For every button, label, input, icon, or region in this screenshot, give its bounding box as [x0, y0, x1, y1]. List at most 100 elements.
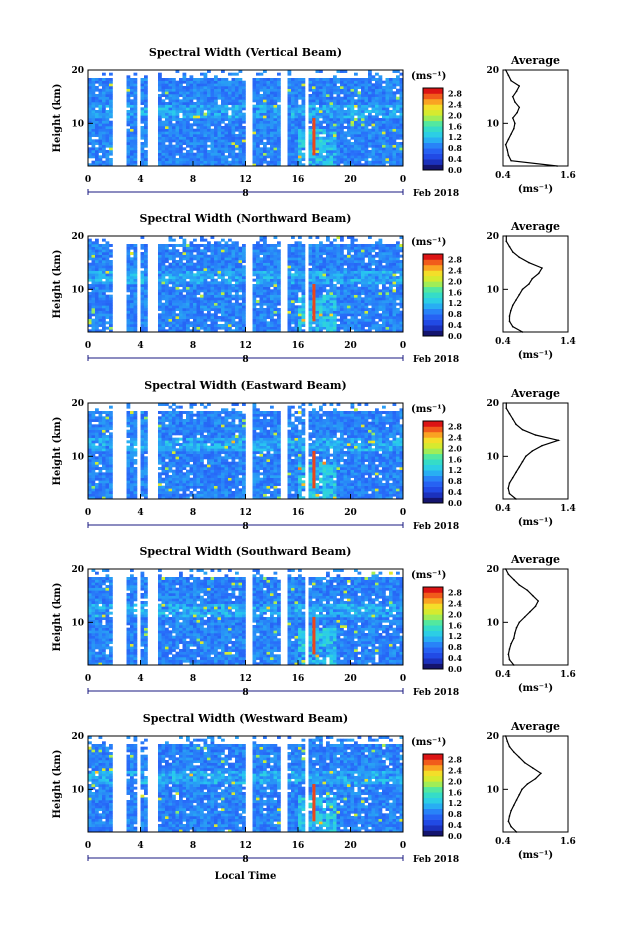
heatmap-cell: [312, 86, 316, 89]
heatmap-cell: [238, 120, 243, 124]
heatmap-cell: [389, 123, 393, 127]
heatmap-cell: [266, 321, 271, 325]
heatmap-cell: [392, 246, 397, 250]
heatmap-cell: [109, 147, 113, 151]
heatmap-cell: [315, 292, 320, 295]
heatmap-cell: [203, 158, 208, 161]
heatmap-cell: [182, 72, 187, 76]
heatmap-cell: [396, 83, 400, 87]
heatmap-cell: [130, 257, 134, 261]
heatmap-cell: [298, 160, 302, 164]
heatmap-cell: [140, 260, 145, 263]
heatmap-cell: [368, 155, 372, 159]
heatmap-cell: [214, 284, 218, 287]
heatmap-cell: [291, 289, 295, 293]
heatmap-cell: [357, 78, 362, 81]
heatmap-cell: [165, 292, 169, 295]
heatmap-cell: [105, 120, 110, 124]
heatmap-cell: [301, 262, 306, 266]
heatmap-cell: [350, 86, 355, 89]
heatmap-cell: [385, 249, 390, 253]
heatmap-cell: [378, 120, 383, 124]
heatmap-cell: [126, 321, 131, 325]
heatmap-cell: [182, 139, 187, 143]
heatmap-cell: [347, 254, 351, 258]
heatmap-cell: [301, 244, 306, 247]
heatmap-cell: [168, 324, 173, 327]
heatmap-cell: [140, 134, 145, 137]
heatmap-cell: [364, 244, 369, 247]
heatmap-cell: [130, 297, 134, 301]
heatmap-cell: [182, 318, 187, 322]
heatmap-cell: [399, 326, 404, 330]
heatmap-cell: [91, 252, 96, 255]
heatmap-cell: [392, 126, 397, 129]
heatmap-cell: [165, 265, 169, 269]
heatmap-cell: [364, 150, 369, 153]
heatmap-cell: [179, 94, 183, 97]
heatmap-cell: [98, 300, 103, 303]
heatmap-cell: [291, 112, 295, 116]
heatmap-cell: [259, 265, 264, 269]
heatmap-cell: [126, 96, 131, 100]
heatmap-cell: [291, 316, 295, 319]
heatmap-cell: [392, 289, 397, 293]
heatmap-cell: [329, 147, 334, 151]
heatmap-cell: [210, 118, 215, 121]
heatmap-cell: [270, 91, 274, 95]
heatmap-cell: [270, 118, 274, 121]
heatmap-cell: [270, 308, 274, 311]
heatmap-cell: [270, 110, 274, 113]
heatmap-cell: [389, 152, 393, 156]
heatmap-cell: [175, 297, 180, 301]
heatmap-cell: [179, 158, 183, 161]
heatmap-cell: [347, 257, 351, 261]
heatmap-cell: [95, 284, 99, 287]
heatmap-cell: [266, 300, 271, 303]
heatmap-cell: [186, 257, 190, 261]
heatmap-cell: [130, 86, 134, 89]
heatmap-cell: [95, 126, 99, 129]
heatmap-cell: [343, 94, 348, 97]
heatmap-cell: [378, 160, 383, 164]
heatmap-cell: [329, 134, 334, 137]
heatmap-cell: [364, 268, 369, 271]
heatmap-cell: [259, 246, 264, 250]
heatmap-cell: [273, 302, 278, 306]
heatmap-cell: [217, 126, 222, 129]
heatmap-cell: [326, 78, 330, 81]
heatmap-cell: [133, 294, 138, 298]
heatmap-cell: [130, 152, 134, 156]
heatmap-cell: [130, 120, 134, 124]
heatmap-cell: [105, 128, 110, 132]
heatmap-cell: [291, 265, 295, 269]
heatmap-cell: [182, 254, 187, 258]
heatmap-cell: [326, 246, 330, 250]
heatmap-cell: [301, 123, 306, 127]
heatmap-cell: [298, 152, 302, 156]
heatmap-cell: [158, 150, 162, 153]
heatmap-cell: [389, 284, 393, 287]
heatmap-cell: [329, 155, 334, 159]
colorbar-segment: [423, 142, 443, 149]
heatmap-cell: [333, 297, 337, 301]
heatmap-cell: [109, 308, 113, 311]
heatmap-cell: [140, 83, 145, 87]
heatmap-cell: [193, 136, 197, 140]
heatmap-cell: [186, 292, 190, 295]
heatmap-cell: [382, 142, 386, 145]
profile-point: [514, 122, 516, 125]
heatmap-cell: [287, 142, 292, 145]
heatmap-cell: [378, 294, 383, 298]
heatmap-cell: [357, 273, 362, 277]
heatmap-cell: [91, 268, 96, 271]
heatmap-cell: [189, 102, 194, 105]
heatmap-cell: [399, 102, 404, 105]
heatmap-cell: [364, 128, 369, 132]
heatmap-cell: [221, 126, 225, 129]
heatmap-cell: [340, 316, 344, 319]
heatmap-cell: [371, 324, 376, 327]
heatmap-cell: [221, 120, 225, 124]
heatmap-cell: [350, 273, 355, 277]
heatmap-cell: [336, 94, 341, 97]
